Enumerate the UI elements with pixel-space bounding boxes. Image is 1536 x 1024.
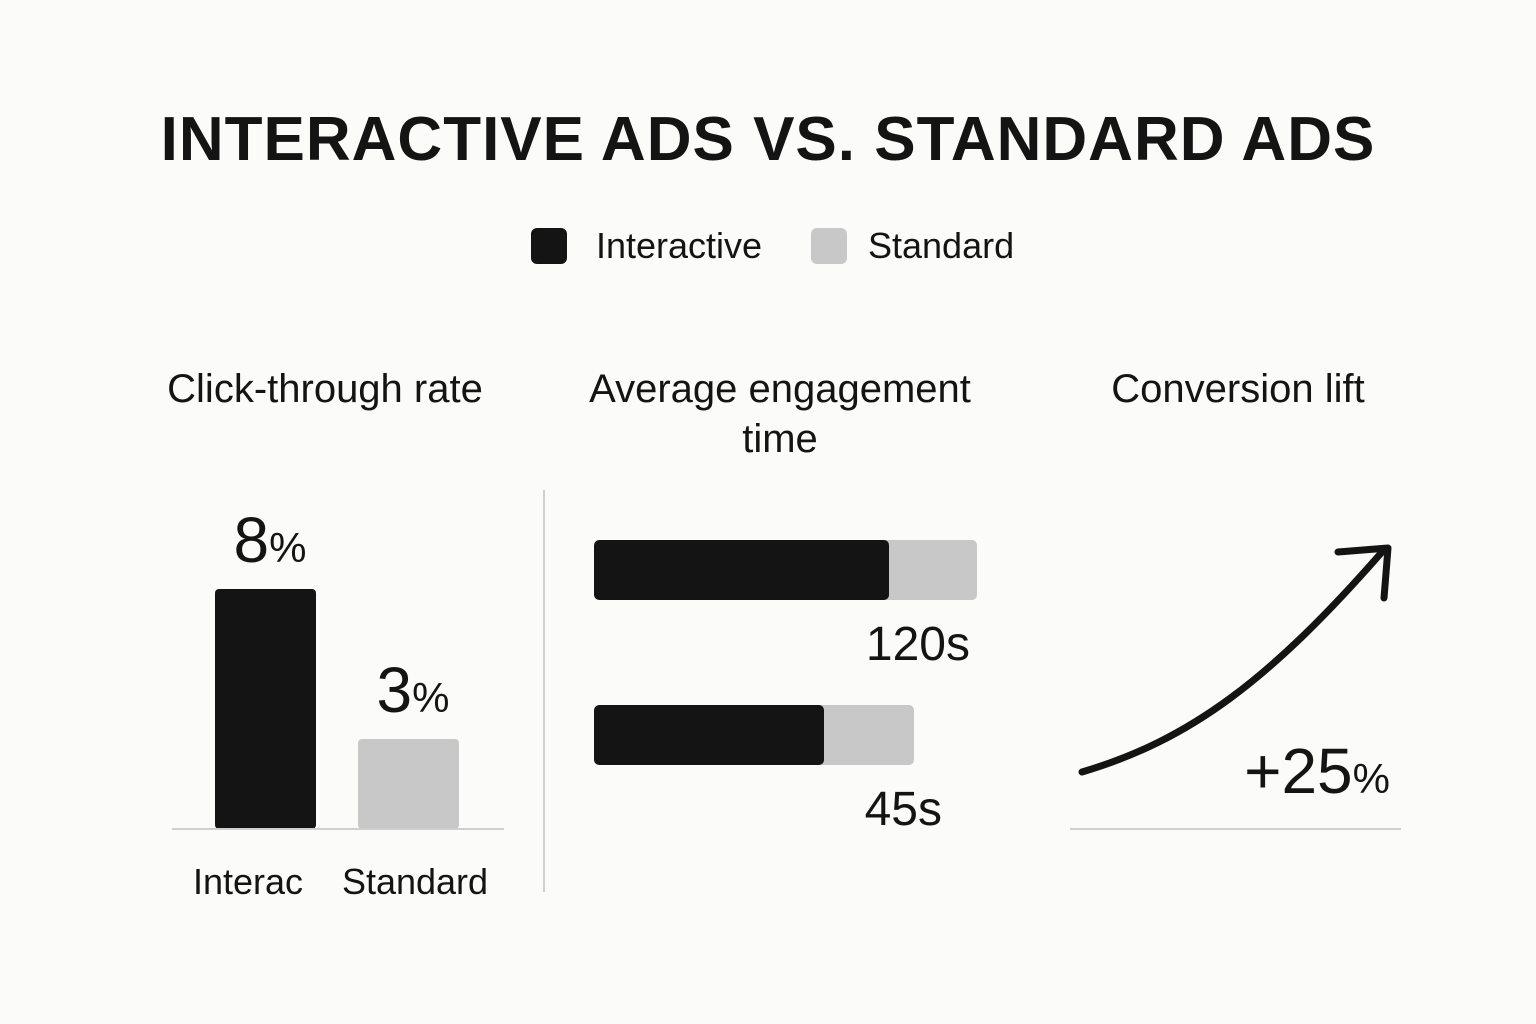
- ctr-value-standard-number: 3: [376, 654, 413, 726]
- engagement-bar-120s-interactive: [594, 540, 889, 600]
- conversion-value: +25%: [1200, 736, 1390, 814]
- conversion-baseline: [1070, 828, 1401, 830]
- ctr-category-standard: Standard: [341, 861, 489, 902]
- ctr-category-interactive: Interac: [192, 861, 304, 902]
- engagement-bar-45s-interactive: [594, 705, 825, 765]
- legend-swatch-standard: [811, 228, 847, 264]
- engagement-panel-title: Average engagement time: [560, 364, 1000, 464]
- engagement-bar-120s: [594, 540, 977, 600]
- conversion-trend-line: [1078, 548, 1386, 776]
- conversion-panel-title: Conversion lift: [1111, 367, 1365, 411]
- ctr-value-standard-unit: %: [412, 674, 450, 721]
- ctr-bar-standard: [358, 739, 459, 829]
- ctr-baseline: [172, 828, 504, 830]
- conversion-arrowhead: [1334, 544, 1392, 602]
- ctr-value-interactive-unit: %: [269, 524, 307, 571]
- ctr-panel-title: Click-through rate: [167, 367, 483, 411]
- engagement-label-120s: 120s: [865, 618, 970, 671]
- panel-separator: [543, 490, 545, 892]
- ctr-value-interactive: 8%: [215, 505, 325, 583]
- conversion-value-unit: %: [1352, 755, 1390, 802]
- legend-label-interactive: Interactive: [596, 225, 763, 266]
- engagement-title-line-2: time: [742, 417, 818, 461]
- ctr-value-interactive-number: 8: [233, 504, 270, 576]
- chart-title: INTERACTIVE ADS VS. STANDARD ADS: [160, 105, 1376, 174]
- engagement-label-45s: 45s: [864, 783, 942, 836]
- conversion-value-number: +25: [1244, 735, 1353, 807]
- engagement-title-line-1: Average engagement: [589, 367, 971, 411]
- legend-swatch-interactive: [531, 228, 567, 264]
- conversion-trend-arrow: [1078, 544, 1392, 776]
- legend-label-standard: Standard: [868, 225, 1015, 266]
- engagement-bar-45s: [594, 705, 914, 765]
- ctr-bar-interactive: [215, 589, 316, 829]
- ctr-value-standard: 3%: [358, 655, 468, 733]
